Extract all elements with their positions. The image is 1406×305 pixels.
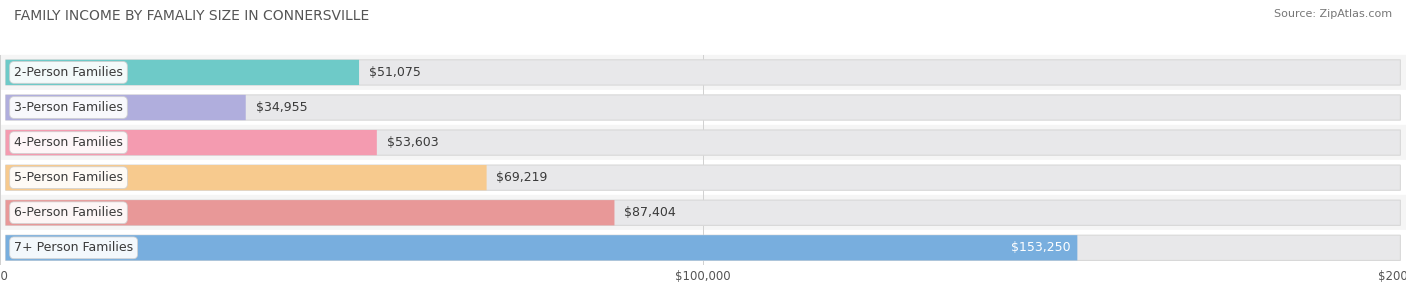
Bar — [0, 125, 1406, 160]
Text: $87,404: $87,404 — [624, 206, 676, 219]
Text: $69,219: $69,219 — [496, 171, 548, 184]
FancyBboxPatch shape — [6, 60, 359, 85]
Text: 4-Person Families: 4-Person Families — [14, 136, 122, 149]
Bar — [0, 230, 1406, 265]
FancyBboxPatch shape — [6, 200, 614, 225]
FancyBboxPatch shape — [6, 235, 1400, 260]
Text: 5-Person Families: 5-Person Families — [14, 171, 124, 184]
FancyBboxPatch shape — [6, 165, 486, 190]
Text: 7+ Person Families: 7+ Person Families — [14, 241, 134, 254]
Text: $34,955: $34,955 — [256, 101, 307, 114]
FancyBboxPatch shape — [6, 95, 246, 120]
Text: 3-Person Families: 3-Person Families — [14, 101, 122, 114]
Bar — [0, 55, 1406, 90]
Bar — [0, 195, 1406, 230]
Text: Source: ZipAtlas.com: Source: ZipAtlas.com — [1274, 9, 1392, 19]
FancyBboxPatch shape — [6, 165, 1400, 190]
FancyBboxPatch shape — [6, 60, 1400, 85]
Bar — [0, 90, 1406, 125]
FancyBboxPatch shape — [6, 95, 1400, 120]
Text: $51,075: $51,075 — [368, 66, 420, 79]
FancyBboxPatch shape — [6, 130, 377, 155]
FancyBboxPatch shape — [6, 130, 1400, 155]
Text: 2-Person Families: 2-Person Families — [14, 66, 122, 79]
FancyBboxPatch shape — [6, 200, 1400, 225]
Text: 6-Person Families: 6-Person Families — [14, 206, 122, 219]
Bar — [0, 160, 1406, 195]
Text: $153,250: $153,250 — [1011, 241, 1070, 254]
FancyBboxPatch shape — [6, 235, 1077, 260]
Text: FAMILY INCOME BY FAMALIY SIZE IN CONNERSVILLE: FAMILY INCOME BY FAMALIY SIZE IN CONNERS… — [14, 9, 370, 23]
Text: $53,603: $53,603 — [387, 136, 439, 149]
